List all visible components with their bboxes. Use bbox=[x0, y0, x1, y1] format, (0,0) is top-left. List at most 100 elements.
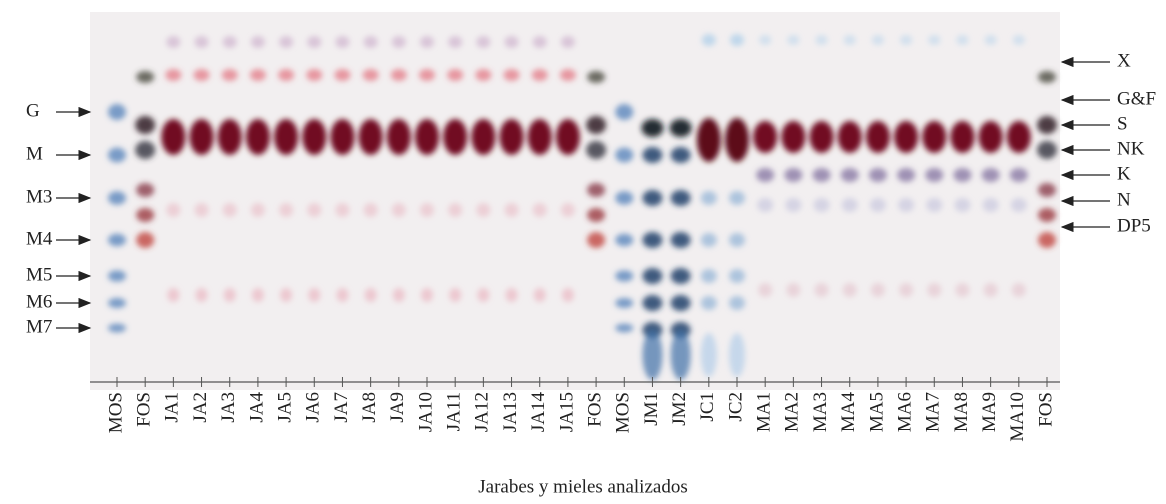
spot bbox=[954, 198, 970, 212]
spot bbox=[108, 148, 126, 163]
spot bbox=[278, 69, 294, 81]
spot bbox=[729, 191, 745, 205]
spot bbox=[843, 283, 857, 297]
spot bbox=[729, 269, 745, 283]
spot bbox=[1013, 35, 1025, 45]
spot bbox=[787, 35, 799, 45]
spot bbox=[1011, 198, 1027, 212]
spot bbox=[419, 69, 435, 81]
spot bbox=[108, 104, 126, 120]
spot bbox=[195, 36, 209, 48]
spot bbox=[928, 35, 940, 45]
spot bbox=[251, 36, 265, 48]
spot bbox=[615, 234, 633, 246]
spot bbox=[250, 69, 266, 81]
spot bbox=[671, 190, 691, 206]
spot bbox=[334, 69, 350, 81]
spot bbox=[984, 283, 998, 297]
spot bbox=[533, 36, 547, 48]
spot bbox=[532, 69, 548, 81]
right-label: K bbox=[1117, 163, 1131, 184]
spot bbox=[167, 288, 179, 302]
spot bbox=[587, 71, 605, 83]
spot bbox=[561, 203, 575, 217]
spot bbox=[985, 35, 997, 45]
spot bbox=[642, 190, 662, 206]
right-label: N bbox=[1117, 189, 1131, 210]
spot bbox=[587, 232, 605, 248]
spot bbox=[641, 119, 663, 137]
spot bbox=[393, 288, 405, 302]
spot bbox=[505, 36, 519, 48]
lane-label: JC2 bbox=[725, 392, 746, 422]
spot bbox=[871, 283, 885, 297]
spot bbox=[166, 203, 180, 217]
spot bbox=[642, 147, 662, 163]
spot bbox=[471, 119, 495, 155]
spot bbox=[784, 168, 802, 182]
spot bbox=[725, 118, 749, 162]
spot bbox=[1038, 232, 1056, 248]
spot bbox=[279, 36, 293, 48]
lane-label: JM1 bbox=[641, 392, 662, 426]
spot bbox=[447, 69, 463, 81]
lane-label: JA5 bbox=[274, 392, 295, 423]
spot bbox=[392, 203, 406, 217]
lane-label: JC1 bbox=[697, 392, 718, 422]
spot bbox=[642, 268, 662, 284]
lane-label: JA14 bbox=[528, 392, 549, 433]
spot bbox=[359, 119, 383, 155]
spot bbox=[898, 198, 914, 212]
spot bbox=[697, 118, 721, 162]
spot bbox=[810, 121, 834, 153]
left-label: M bbox=[26, 143, 43, 164]
spot bbox=[816, 35, 828, 45]
spot bbox=[955, 283, 969, 297]
spot bbox=[922, 121, 946, 153]
lane-label: JA13 bbox=[500, 392, 521, 432]
spot bbox=[586, 116, 606, 134]
spot bbox=[108, 270, 126, 281]
spot bbox=[448, 36, 462, 48]
spot bbox=[758, 283, 772, 297]
spot bbox=[136, 232, 154, 248]
spot bbox=[870, 198, 886, 212]
spot bbox=[136, 183, 154, 197]
spot bbox=[330, 119, 354, 155]
plate bbox=[90, 12, 1060, 390]
spot bbox=[586, 141, 606, 159]
left-label: G bbox=[26, 100, 40, 121]
left-label: M6 bbox=[26, 291, 52, 312]
lane-label: JA8 bbox=[359, 392, 380, 423]
spot bbox=[729, 233, 745, 247]
right-label: X bbox=[1117, 50, 1131, 71]
left-label: M4 bbox=[26, 228, 53, 249]
spot bbox=[729, 333, 745, 377]
spot bbox=[166, 36, 180, 48]
spot bbox=[500, 119, 524, 155]
spot bbox=[615, 104, 633, 120]
spot bbox=[701, 296, 717, 310]
right-label: NK bbox=[1117, 138, 1145, 159]
spot bbox=[476, 203, 490, 217]
spot bbox=[108, 298, 126, 308]
spot bbox=[1038, 208, 1056, 222]
spot bbox=[897, 168, 915, 182]
spot bbox=[925, 168, 943, 182]
spot bbox=[671, 232, 691, 248]
spot bbox=[387, 119, 411, 155]
lane-label: MA5 bbox=[866, 392, 887, 432]
left-label: M7 bbox=[26, 316, 52, 337]
spot bbox=[392, 36, 406, 48]
lane-label: MA10 bbox=[1007, 392, 1028, 442]
spot bbox=[615, 191, 633, 205]
spot bbox=[364, 203, 378, 217]
lane-label: MA3 bbox=[810, 392, 831, 432]
spot bbox=[701, 191, 717, 205]
lane-label: JA9 bbox=[387, 392, 408, 423]
spot bbox=[587, 183, 605, 197]
lane-label: JA15 bbox=[556, 392, 577, 432]
spot bbox=[701, 269, 717, 283]
spot bbox=[926, 198, 942, 212]
spot bbox=[560, 69, 576, 81]
